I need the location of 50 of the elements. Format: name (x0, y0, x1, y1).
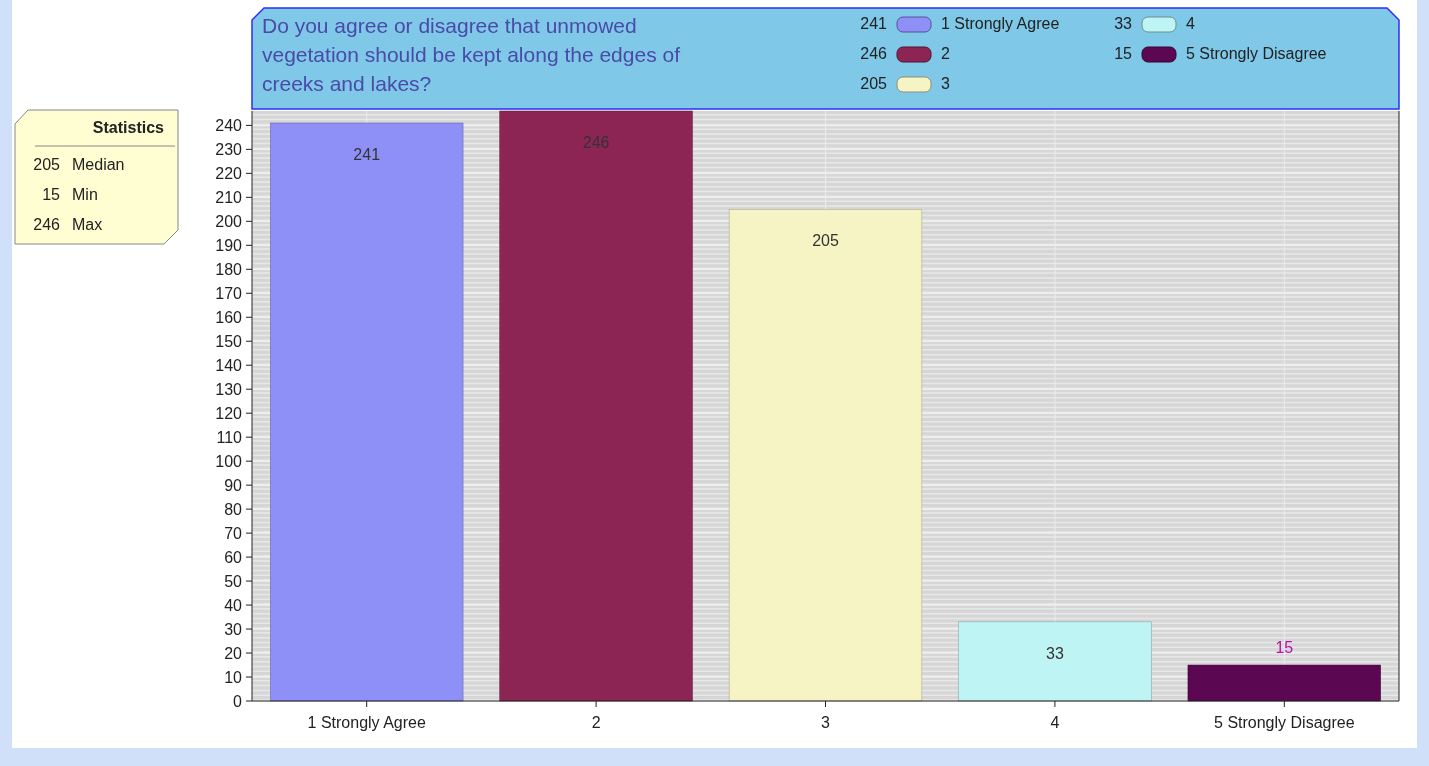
y-tick-label: 90 (224, 476, 243, 494)
data-label: 241 (353, 145, 381, 163)
y-tick-label: 0 (233, 692, 243, 710)
y-tick-label: 230 (215, 140, 243, 158)
y-tick-label: 10 (224, 668, 243, 686)
y-tick-label: 210 (215, 188, 243, 206)
chart-title: Do you agree or disagree that unmowed vegetation should be kept along the edges of creeks and lakes? (262, 14, 681, 95)
y-tick-label: 70 (224, 524, 243, 542)
y-tick-label: 200 (215, 212, 243, 230)
y-tick-label: 100 (215, 452, 243, 470)
y-tick-label: 240 (215, 116, 243, 134)
y-tick-label: 130 (215, 380, 243, 398)
text: 205 Median (33, 156, 125, 173)
text: Statistics (92, 119, 165, 136)
text: 246 Max (33, 216, 103, 233)
x-tick-label: 2 (591, 714, 601, 731)
y-tick-label: 50 (224, 572, 243, 590)
legend-label: 3 (941, 75, 950, 92)
y-tick-label: 180 (215, 260, 243, 278)
data-label: 246 (582, 134, 610, 151)
data-label: 205 (812, 232, 839, 250)
y-tick-label: 60 (224, 548, 243, 566)
y-tick-label: 40 (224, 596, 243, 614)
legend-label: 4 (1186, 15, 1195, 32)
y-tick-label: 20 (224, 644, 243, 662)
y-tick-label: 190 (215, 236, 243, 254)
legend-label: 2 (941, 45, 950, 62)
y-tick-label: 220 (215, 164, 243, 182)
y-tick-label: 170 (215, 284, 243, 302)
legend-label: 5 Strongly Disagree (1186, 45, 1327, 62)
data-label: 15 (1275, 639, 1294, 657)
x-tick-label: 1 Strongly Agree (307, 714, 426, 731)
data-label: 33 (1046, 644, 1064, 662)
x-tick-label: 3 (821, 714, 831, 731)
text: 205 (860, 75, 888, 92)
text: 15 Min (42, 186, 98, 203)
y-tick-label: 160 (215, 308, 243, 326)
text: 246 (860, 45, 888, 62)
y-tick-label: 110 (216, 428, 243, 446)
y-tick-label: 80 (224, 500, 243, 518)
text: 33 (1114, 15, 1133, 32)
text: 15 (1114, 45, 1133, 62)
y-tick-label: 30 (224, 620, 243, 638)
y-tick-label: 120 (215, 404, 243, 422)
y-tick-label: 150 (215, 332, 243, 350)
legend-label: 1 Strongly Agree (941, 15, 1060, 32)
y-tick-label: 140 (215, 356, 243, 374)
x-tick-label: 4 (1050, 714, 1060, 731)
text: 241 (860, 15, 888, 32)
x-tick-label: 5 Strongly Disagree (1214, 714, 1355, 731)
